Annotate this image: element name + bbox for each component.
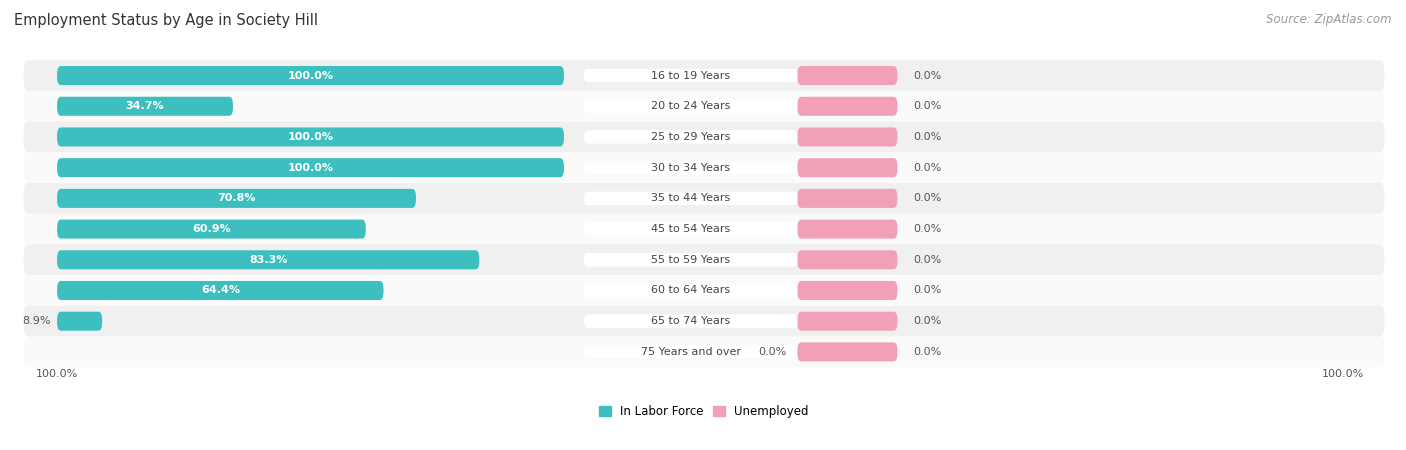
FancyBboxPatch shape (58, 66, 564, 85)
FancyBboxPatch shape (583, 315, 797, 328)
FancyBboxPatch shape (797, 97, 897, 116)
FancyBboxPatch shape (24, 152, 1385, 183)
FancyBboxPatch shape (797, 127, 897, 147)
FancyBboxPatch shape (24, 91, 1385, 122)
FancyBboxPatch shape (58, 189, 416, 208)
FancyBboxPatch shape (797, 158, 897, 177)
Text: 34.7%: 34.7% (125, 101, 165, 111)
Text: 45 to 54 Years: 45 to 54 Years (651, 224, 730, 234)
Text: 83.3%: 83.3% (249, 255, 287, 265)
FancyBboxPatch shape (24, 183, 1385, 214)
Text: 64.4%: 64.4% (201, 285, 240, 296)
FancyBboxPatch shape (58, 312, 103, 331)
FancyBboxPatch shape (797, 220, 897, 238)
Text: 70.8%: 70.8% (218, 194, 256, 203)
Text: 0.0%: 0.0% (914, 285, 942, 296)
FancyBboxPatch shape (24, 122, 1385, 152)
Text: 60 to 64 Years: 60 to 64 Years (651, 285, 730, 296)
FancyBboxPatch shape (24, 337, 1385, 367)
Text: 55 to 59 Years: 55 to 59 Years (651, 255, 730, 265)
Text: 100.0%: 100.0% (287, 132, 333, 142)
FancyBboxPatch shape (58, 250, 479, 269)
FancyBboxPatch shape (58, 158, 564, 177)
Text: 16 to 19 Years: 16 to 19 Years (651, 71, 730, 81)
Text: Employment Status by Age in Society Hill: Employment Status by Age in Society Hill (14, 14, 318, 28)
Text: 0.0%: 0.0% (914, 224, 942, 234)
Text: 100.0%: 100.0% (287, 163, 333, 173)
FancyBboxPatch shape (583, 161, 797, 175)
Text: 100.0%: 100.0% (287, 71, 333, 81)
Text: 100.0%: 100.0% (1322, 369, 1364, 379)
FancyBboxPatch shape (583, 99, 797, 113)
FancyBboxPatch shape (24, 60, 1385, 91)
Text: 65 to 74 Years: 65 to 74 Years (651, 316, 730, 326)
Text: 0.0%: 0.0% (914, 194, 942, 203)
Text: 75 Years and over: 75 Years and over (641, 347, 741, 357)
Text: 8.9%: 8.9% (22, 316, 51, 326)
Text: 0.0%: 0.0% (914, 101, 942, 111)
FancyBboxPatch shape (583, 253, 797, 266)
FancyBboxPatch shape (583, 192, 797, 205)
FancyBboxPatch shape (797, 189, 897, 208)
Text: 0.0%: 0.0% (914, 71, 942, 81)
FancyBboxPatch shape (583, 284, 797, 297)
FancyBboxPatch shape (24, 306, 1385, 337)
FancyBboxPatch shape (797, 66, 897, 85)
Text: 20 to 24 Years: 20 to 24 Years (651, 101, 730, 111)
FancyBboxPatch shape (58, 127, 564, 147)
Text: 60.9%: 60.9% (193, 224, 231, 234)
Text: 0.0%: 0.0% (914, 347, 942, 357)
Text: 0.0%: 0.0% (914, 316, 942, 326)
Text: 0.0%: 0.0% (914, 132, 942, 142)
FancyBboxPatch shape (58, 281, 384, 300)
FancyBboxPatch shape (797, 312, 897, 331)
Text: 35 to 44 Years: 35 to 44 Years (651, 194, 730, 203)
Text: 100.0%: 100.0% (37, 369, 79, 379)
FancyBboxPatch shape (797, 342, 897, 361)
FancyBboxPatch shape (797, 250, 897, 269)
FancyBboxPatch shape (58, 97, 233, 116)
FancyBboxPatch shape (797, 281, 897, 300)
Text: 30 to 34 Years: 30 to 34 Years (651, 163, 730, 173)
FancyBboxPatch shape (583, 130, 797, 144)
Text: 0.0%: 0.0% (914, 255, 942, 265)
Legend: In Labor Force, Unemployed: In Labor Force, Unemployed (595, 400, 814, 423)
FancyBboxPatch shape (24, 214, 1385, 244)
FancyBboxPatch shape (58, 220, 366, 238)
FancyBboxPatch shape (24, 244, 1385, 275)
Text: 25 to 29 Years: 25 to 29 Years (651, 132, 730, 142)
Text: 0.0%: 0.0% (758, 347, 787, 357)
FancyBboxPatch shape (24, 275, 1385, 306)
Text: 0.0%: 0.0% (914, 163, 942, 173)
FancyBboxPatch shape (583, 69, 797, 82)
FancyBboxPatch shape (583, 345, 797, 359)
FancyBboxPatch shape (583, 222, 797, 236)
Text: Source: ZipAtlas.com: Source: ZipAtlas.com (1267, 14, 1392, 27)
